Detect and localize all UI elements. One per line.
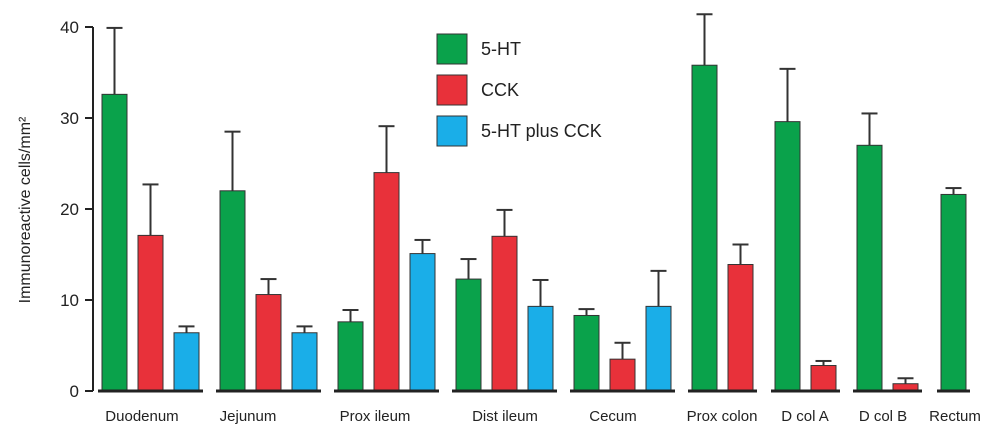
bar (573, 314, 600, 392)
category-label: Jejunum (220, 408, 277, 425)
category-label: Prox ileum (340, 408, 411, 425)
bar (455, 278, 482, 392)
y-tick-label: 30 (60, 109, 79, 128)
bar (527, 305, 554, 392)
y-tick-label: 20 (60, 200, 79, 219)
bar (291, 332, 318, 392)
bar (173, 332, 200, 392)
legend-label: CCK (481, 80, 519, 100)
y-axis: 0 10 20 30 40 (60, 18, 94, 401)
legend-swatch (436, 33, 468, 65)
bar (774, 121, 801, 392)
legend: 5-HT CCK 5-HT plus CCK (436, 33, 602, 147)
bar (491, 235, 518, 392)
bar (137, 234, 164, 392)
legend-swatch (436, 74, 468, 106)
bar (373, 172, 400, 392)
category-label: Cecum (589, 408, 637, 425)
bar (727, 264, 754, 392)
legend-swatch (436, 115, 468, 147)
bar (645, 305, 672, 392)
category-label: Duodenum (105, 408, 178, 425)
bar (101, 93, 128, 392)
bar (219, 190, 246, 392)
category-label: Rectum (929, 408, 981, 425)
bar (940, 193, 967, 392)
category-label: D col B (859, 408, 907, 425)
y-tick-label: 10 (60, 291, 79, 310)
x-axis-labels: Duodenum Jejunum Prox ileum Dist ileum Cecum… (105, 408, 981, 425)
y-axis-label: Immunoreactive cells/mm² (17, 116, 34, 303)
bar (337, 321, 364, 392)
bar (691, 64, 718, 392)
legend-label: 5-HT (481, 39, 521, 59)
category-label: Dist ileum (472, 408, 538, 425)
bar (255, 294, 282, 392)
y-tick-label: 40 (60, 18, 79, 37)
bar (409, 253, 436, 392)
bar (856, 144, 883, 392)
y-tick-label: 0 (70, 382, 79, 401)
bar (609, 358, 636, 392)
bar (810, 365, 837, 392)
legend-label: 5-HT plus CCK (481, 121, 602, 141)
category-label: Prox colon (687, 408, 758, 425)
category-label: D col A (781, 408, 829, 425)
bars (101, 13, 967, 392)
